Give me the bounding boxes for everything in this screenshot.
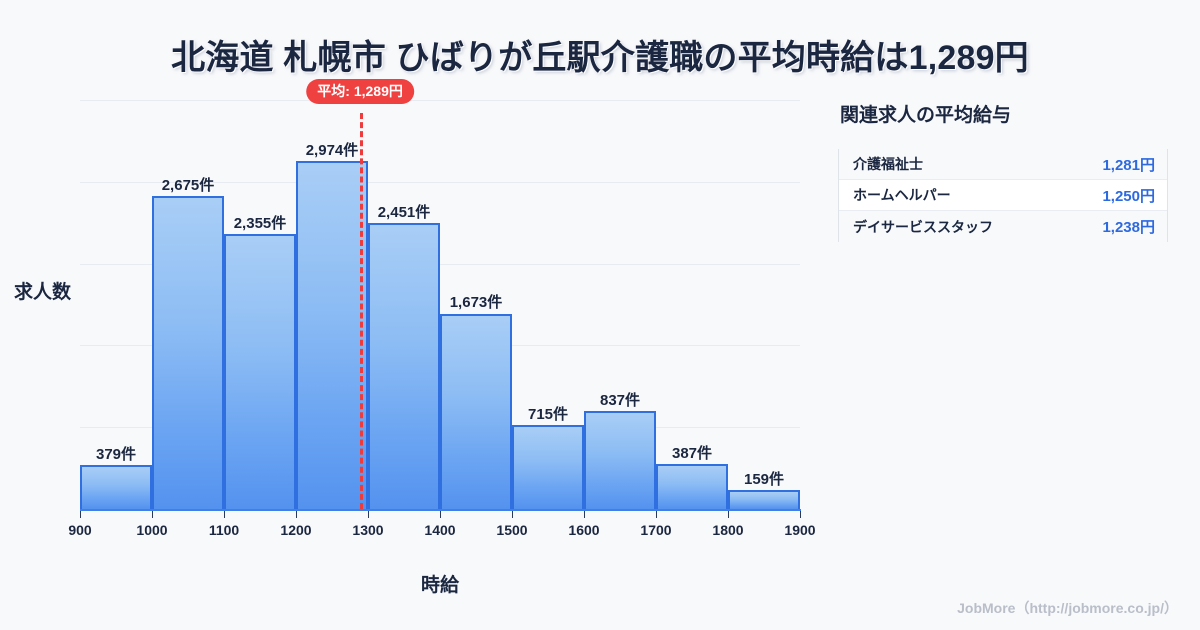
page-title: 北海道 札幌市 ひばりが丘駅介護職の平均時給は1,289円	[171, 39, 1029, 77]
related-salary-row: ホームヘルパー 1,250円	[839, 180, 1167, 211]
bar-value-label: 159件	[743, 471, 785, 489]
x-axis-tick	[440, 511, 441, 518]
related-salary-row-name: デイサービススタッフ	[853, 218, 993, 235]
x-axis-title: 時給	[420, 575, 459, 596]
related-salary-row-value: 1,238円	[1102, 219, 1155, 236]
bar-value-label: 2,675件	[161, 177, 215, 195]
histogram-bar	[584, 411, 656, 509]
x-axis-tick-label: 1900	[784, 522, 816, 538]
x-axis-tick	[296, 511, 297, 518]
x-axis-tick-label: 1400	[424, 522, 456, 538]
gridline	[80, 263, 800, 265]
average-marker-line	[360, 113, 364, 509]
x-axis-tick	[800, 511, 801, 518]
bar-value-label: 2,451件	[377, 203, 431, 221]
bar-value-label: 387件	[671, 444, 713, 462]
histogram-bar	[512, 425, 584, 509]
related-salary-row-value: 1,250円	[1102, 187, 1155, 205]
bar-value-label: 379件	[95, 445, 137, 463]
x-axis-tick	[368, 511, 369, 518]
x-axis-tick	[152, 511, 153, 518]
histogram-bar	[80, 464, 152, 509]
x-axis-tick-label: 1200	[280, 522, 312, 538]
x-axis-tick-label: 1600	[568, 522, 600, 538]
bar-value-label: 2,974件	[305, 142, 359, 160]
x-axis-tick-label: 1100	[208, 522, 240, 538]
x-axis-tick	[80, 511, 81, 518]
x-axis-tick	[224, 511, 225, 518]
histogram-bar	[656, 463, 728, 509]
gridline	[80, 100, 800, 101]
x-axis-tick	[512, 511, 513, 518]
related-salary-row: デイサービススタッフ 1,238円	[839, 211, 1167, 242]
bar-value-label: 2,355件	[233, 214, 287, 232]
bar-value-label: 715件	[527, 406, 569, 424]
x-axis-tick	[728, 511, 729, 518]
x-axis-tick	[584, 511, 585, 518]
x-axis-line	[80, 509, 801, 511]
watermark: JobMore（http://jobmore.co.jp/）	[957, 600, 1178, 616]
bar-value-label: 837件	[599, 392, 641, 410]
x-axis-tick-label: 1000	[136, 522, 168, 538]
histogram-bar	[152, 196, 224, 509]
x-axis-tick-label: 1300	[352, 522, 384, 538]
related-salary-table: 介護福祉士 1,281円ホームヘルパー 1,250円デイサービススタッフ 1,238円	[838, 149, 1168, 242]
x-axis-tick	[656, 511, 657, 518]
gridline	[80, 181, 800, 183]
related-salary-heading: 関連求人の平均給与	[840, 105, 1012, 126]
histogram-bar	[224, 233, 296, 509]
x-axis-tick-label: 900	[68, 522, 92, 538]
x-axis-tick-label: 1500	[496, 522, 528, 538]
histogram-bar	[440, 313, 512, 509]
histogram-bar	[728, 490, 800, 509]
x-axis-tick-label: 1700	[640, 522, 672, 538]
plot-area: 379件 2,675件 2,355件 2,974件 2,451件 1,673件 715件 83…	[80, 100, 800, 509]
related-salary-row-name: ホームヘルパー	[853, 187, 951, 203]
related-salary-row-value: 1,281円	[1102, 156, 1155, 174]
average-marker-badge: 平均: 1,289円	[306, 79, 414, 104]
y-axis-title: 求人数	[14, 282, 72, 303]
x-axis-tick-label: 1800	[712, 522, 744, 538]
histogram-bar	[296, 161, 368, 509]
histogram-bar	[368, 222, 440, 509]
related-salary-panel: 関連求人の平均給与 介護福祉士 1,281円ホームヘルパー 1,250円デイサービス…	[838, 100, 1168, 242]
bar-value-label: 1,673件	[449, 294, 503, 312]
related-salary-row-name: 介護福祉士	[853, 156, 923, 172]
related-salary-row: 介護福祉士 1,281円	[839, 149, 1167, 180]
histogram-chart: 求人数 379件 2,675件 2,355件 2,974件 2,451件 1,673件 71…	[14, 79, 816, 596]
